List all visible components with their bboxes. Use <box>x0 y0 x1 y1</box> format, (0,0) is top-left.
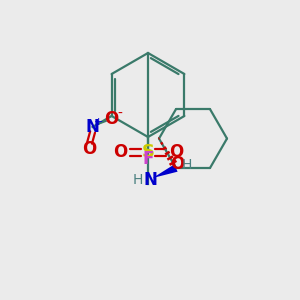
Text: +: + <box>94 117 103 127</box>
Text: -: - <box>117 107 122 121</box>
Text: S: S <box>142 143 154 161</box>
Text: F: F <box>142 150 154 168</box>
Text: H: H <box>133 173 143 187</box>
Text: N: N <box>85 118 100 136</box>
Text: O: O <box>113 143 127 161</box>
Text: O: O <box>104 110 119 128</box>
Polygon shape <box>153 164 178 178</box>
Text: O: O <box>170 155 184 173</box>
Text: O: O <box>82 140 97 158</box>
Text: O: O <box>169 143 183 161</box>
Text: N: N <box>143 171 157 189</box>
Text: H: H <box>182 158 192 172</box>
